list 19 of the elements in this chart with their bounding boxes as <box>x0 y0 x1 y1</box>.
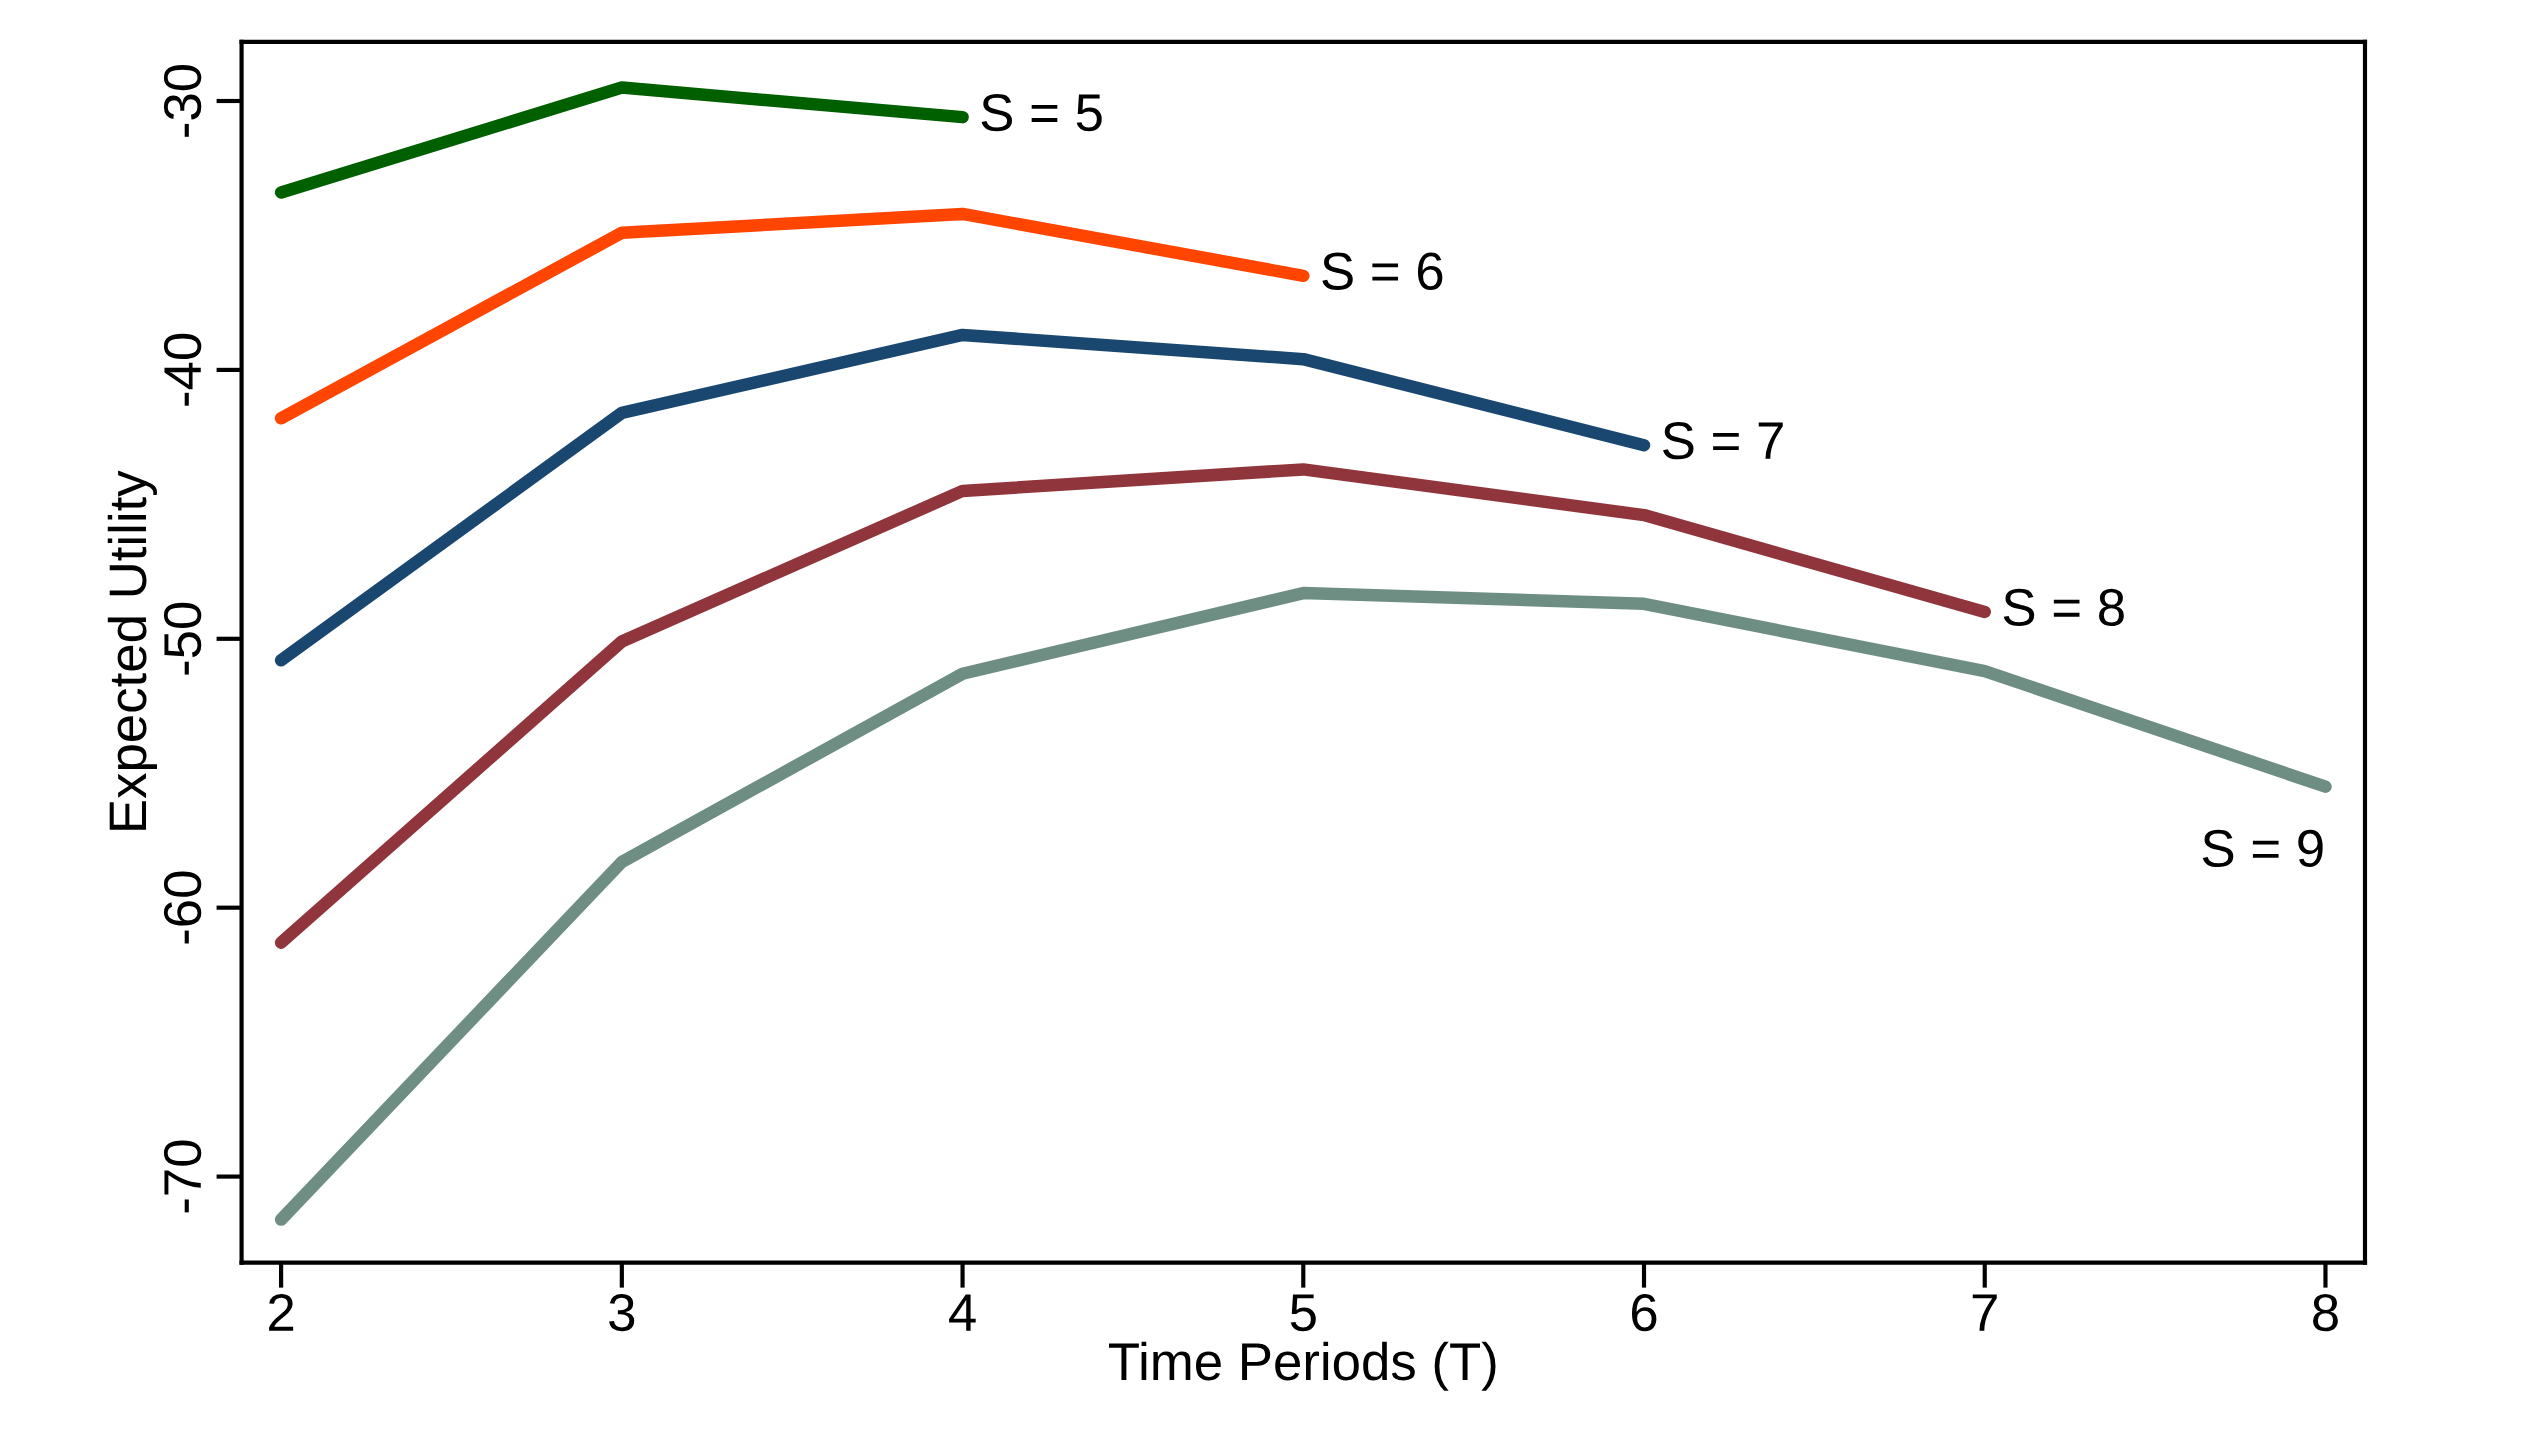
y-axis-title: Expected Utility <box>107 470 157 830</box>
x-tick-label: 3 <box>609 1293 635 1332</box>
series-label: S = 5 <box>981 93 1102 132</box>
series-label: S = 7 <box>1663 421 1783 460</box>
x-tick-label: 5 <box>1290 1294 1316 1332</box>
x-tick-label: 2 <box>269 1293 294 1331</box>
x-tick-label: 8 <box>2313 1293 2338 1332</box>
series-label: S = 6 <box>1322 252 1443 290</box>
x-tick-label: 4 <box>949 1294 976 1331</box>
y-tick-label: -40 <box>163 333 202 406</box>
x-axis-title: Time Periods (T) <box>1109 1341 1496 1391</box>
y-tick-label: -60 <box>163 871 202 944</box>
series-label: S = 9 <box>2202 829 2323 868</box>
series-label: S = 8 <box>2003 588 2124 627</box>
y-tick-label: -70 <box>163 1140 202 1213</box>
x-tick-label: 7 <box>1972 1294 1997 1331</box>
y-tick-label: -30 <box>163 64 202 137</box>
x-tick-label: 6 <box>1632 1293 1657 1332</box>
y-tick-label: -50 <box>163 602 202 675</box>
